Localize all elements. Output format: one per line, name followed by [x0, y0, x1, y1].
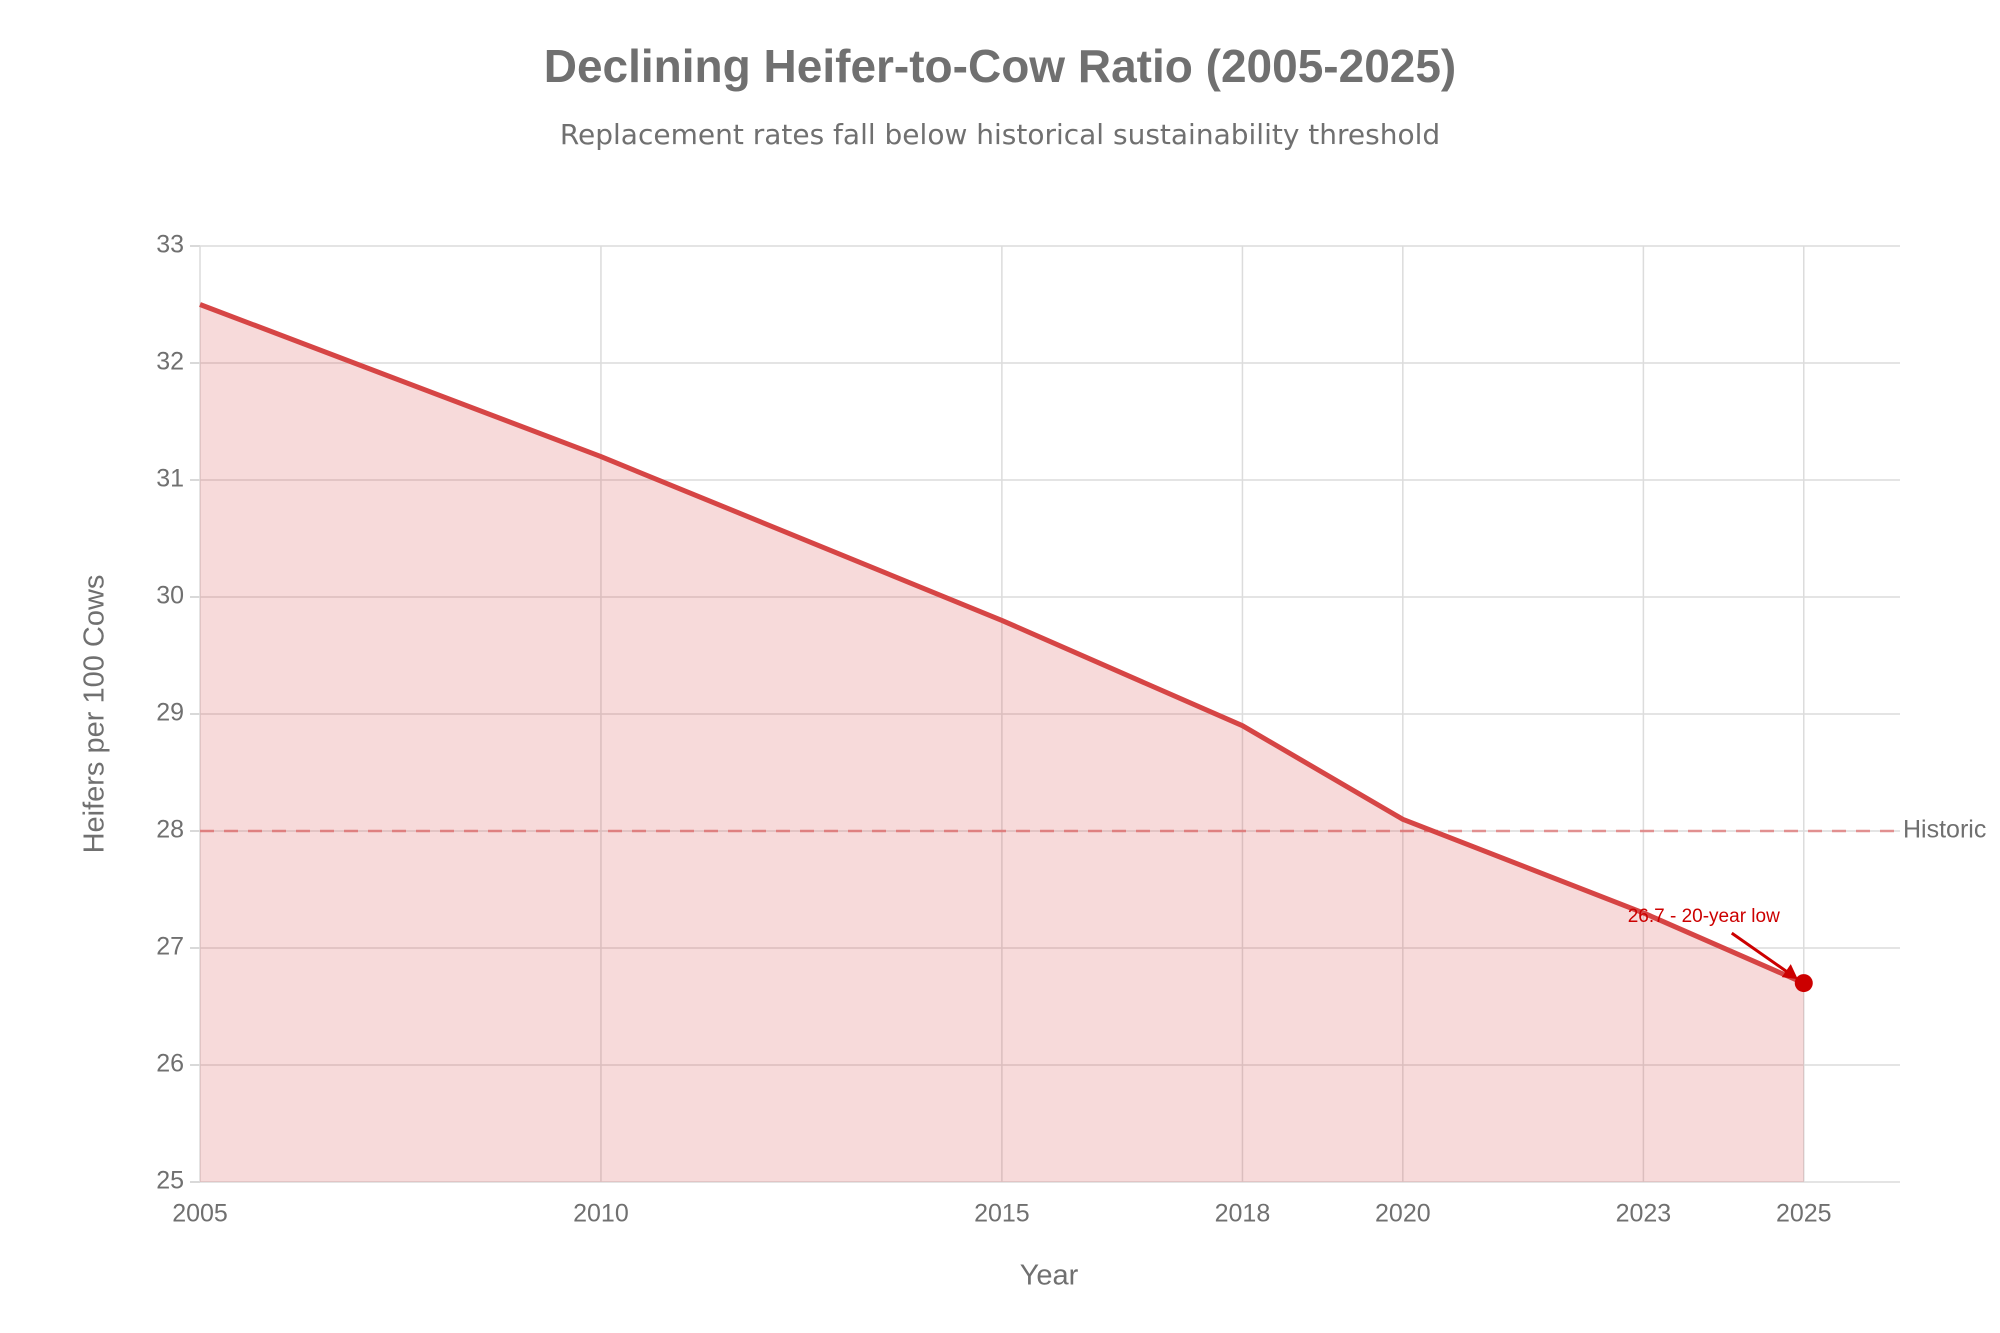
area-fill — [200, 304, 1804, 1182]
marker — [1794, 974, 1813, 993]
y-tick-label: 27 — [156, 933, 184, 961]
y-tick-label: 30 — [156, 582, 184, 610]
y-tick-label: 29 — [156, 699, 184, 727]
annotation-arrowhead — [1781, 964, 1798, 980]
line — [199, 302, 1805, 986]
x-axis-label: Year — [1020, 1260, 1079, 1292]
x-tick-label: 2010 — [573, 1200, 629, 1228]
y-axis-label: Heifers per 100 Cows — [79, 575, 111, 854]
y-tick-label: 32 — [156, 348, 184, 376]
annotation-arrow — [1730, 931, 1793, 977]
x-tick-label: 2018 — [1215, 1200, 1271, 1228]
y-tick-label: 28 — [156, 816, 184, 844]
y-tick-label: 25 — [156, 1167, 184, 1195]
y-tick-label: 26 — [156, 1050, 184, 1078]
x-tick-label: 2005 — [172, 1200, 228, 1228]
x-tick-label: 2020 — [1375, 1200, 1431, 1228]
threshold-label: Historic — [1903, 816, 1986, 844]
y-tick-label: 33 — [156, 231, 184, 259]
chart-title: Declining Heifer-to-Cow Ratio (2005-2025… — [544, 40, 1457, 92]
x-tick-label: 2015 — [974, 1200, 1030, 1228]
x-tick-label: 2025 — [1776, 1200, 1832, 1228]
x-tick-label: 2023 — [1616, 1200, 1672, 1228]
y-tick-label: 31 — [156, 465, 184, 493]
chart-subtitle: Replacement rates fall below historical … — [560, 118, 1440, 151]
annotation: 26.7 - 20-year low — [1628, 906, 1780, 927]
